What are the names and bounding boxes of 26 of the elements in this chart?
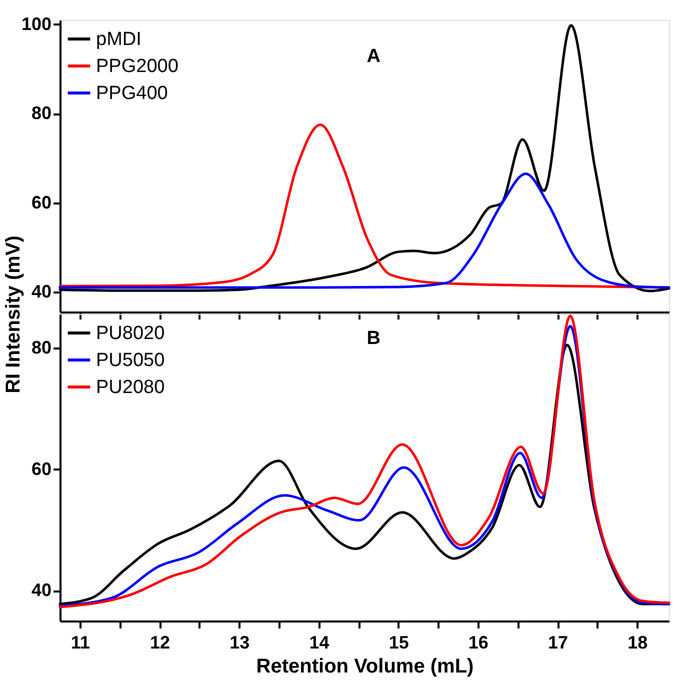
x-tick-label: 12 [150, 632, 170, 652]
annotation: A [366, 46, 381, 67]
x-tick-label: 16 [468, 632, 488, 652]
line-series [58, 172, 670, 289]
y-tick-label: 60 [31, 458, 52, 479]
y-tick-label: 60 [31, 192, 52, 212]
y-axis-title: RI Intensity (mV) [2, 236, 24, 394]
legend-label: PPG2000 [96, 56, 178, 77]
y-tick-label: 40 [31, 281, 52, 302]
legend-label: PU8020 [96, 323, 165, 344]
y-tick-label: 100 [21, 14, 52, 34]
legend-label: pMDI [96, 29, 142, 50]
annotation: B [366, 328, 380, 349]
y-tick-label: 80 [31, 103, 52, 124]
x-tick-label: 17 [548, 632, 568, 652]
y-tick-label: 80 [31, 337, 52, 358]
x-tick-label: 11 [70, 632, 90, 652]
legend-label: PPG400 [96, 83, 168, 104]
legend-label: PU2080 [96, 377, 165, 398]
legend-label: PU5050 [96, 350, 165, 371]
x-axis-title: Retention Volume (mL) [256, 656, 474, 678]
y-tick-label: 40 [31, 580, 52, 600]
x-tick-label: 15 [388, 632, 409, 652]
x-tick-label: 13 [230, 632, 250, 652]
x-tick-label: 18 [628, 632, 648, 652]
x-tick-label: 14 [309, 632, 330, 652]
